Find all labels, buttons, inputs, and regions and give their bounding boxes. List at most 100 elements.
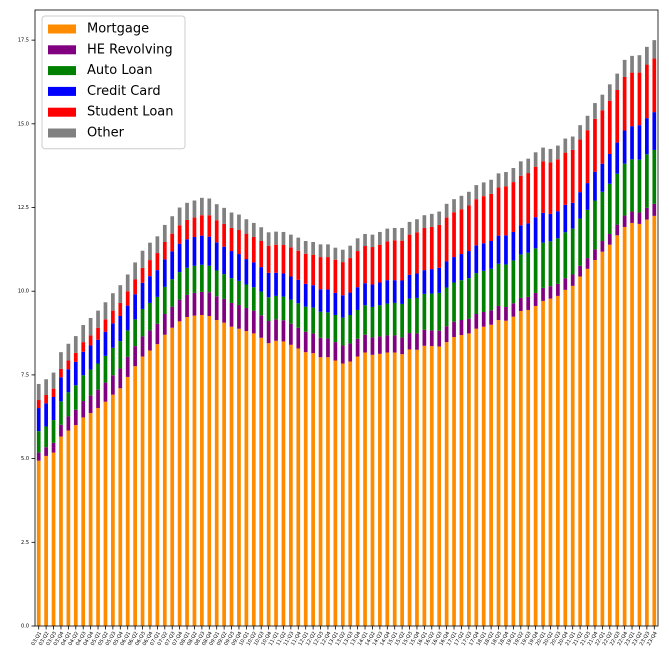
bar-segment <box>630 72 634 127</box>
bar-segment <box>318 337 323 358</box>
bar-segment <box>244 307 249 332</box>
bar-segment <box>170 233 175 252</box>
bar-segment <box>244 284 249 308</box>
bar-segment <box>170 306 175 328</box>
bar-segment <box>81 375 86 402</box>
bar-segment <box>59 424 63 437</box>
bar-segment <box>607 84 612 101</box>
bar-segment <box>96 363 100 390</box>
bar-segment <box>467 333 471 626</box>
bar-segment <box>111 293 115 311</box>
legend-box <box>41 15 186 150</box>
bar-segment <box>81 342 86 352</box>
bar-segment <box>36 460 41 626</box>
bar-segment <box>200 197 204 216</box>
bar-segment <box>578 218 582 266</box>
bar-segment <box>59 368 63 378</box>
bar-segment <box>222 246 226 275</box>
bar-segment <box>385 303 390 336</box>
bar-segment <box>326 257 330 290</box>
bar-segment <box>378 244 382 283</box>
bar-segment <box>326 338 330 358</box>
bar-segment <box>326 312 330 339</box>
bar-segment <box>296 303 301 328</box>
bar-segment <box>162 313 167 335</box>
bar-segment <box>541 212 545 243</box>
bar-segment <box>140 250 145 268</box>
bar-segment <box>429 330 434 347</box>
bar-segment <box>474 185 479 200</box>
bar-segment <box>622 226 627 626</box>
bar-segment <box>370 337 375 355</box>
bar-segment <box>548 286 553 299</box>
legend-swatch <box>48 86 76 96</box>
bar-segment <box>518 310 523 626</box>
bar-segment <box>593 200 597 250</box>
bar-segment <box>133 294 137 320</box>
bar-segment <box>355 238 360 252</box>
bar-segment <box>185 267 189 295</box>
bar-segment <box>214 296 219 321</box>
bar-segment <box>533 292 538 306</box>
bar-segment <box>207 265 212 293</box>
bar-segment <box>170 327 175 626</box>
bar-segment <box>244 219 249 234</box>
bar-segment <box>311 353 315 626</box>
bar-segment <box>237 229 241 255</box>
bar-segment <box>452 282 456 322</box>
bar-segment <box>214 270 219 297</box>
bar-segment <box>259 337 264 626</box>
bar-segment <box>311 333 315 354</box>
bar-segment <box>340 249 345 263</box>
bar-segment <box>652 112 657 150</box>
bar-segment <box>229 212 234 228</box>
bar-segment <box>266 321 271 344</box>
y-tick-label: 12.5 <box>18 205 29 211</box>
bar-segment <box>378 336 382 354</box>
bar-segment <box>622 130 627 164</box>
bar-segment <box>118 341 123 369</box>
bar-segment <box>66 360 71 370</box>
bar-segment <box>533 248 538 293</box>
legend-label: Mortgage <box>87 22 149 37</box>
bar-segment <box>73 336 78 353</box>
bar-segment <box>622 76 627 131</box>
bar-segment <box>511 316 516 626</box>
bar-segment <box>474 199 479 246</box>
bar-segment <box>392 335 397 353</box>
bar-segment <box>281 320 286 342</box>
bar-segment <box>289 276 293 300</box>
bar-segment <box>652 40 657 59</box>
bar-segment <box>118 315 123 342</box>
bar-segment <box>118 285 123 303</box>
bar-segment <box>363 305 367 335</box>
bar-segment <box>392 227 397 241</box>
bar-segment <box>207 236 212 266</box>
bar-segment <box>541 161 545 213</box>
bar-segment <box>222 298 226 323</box>
bar-segment <box>96 327 100 340</box>
bar-segment <box>51 420 56 443</box>
bar-segment <box>103 319 108 332</box>
bar-segment <box>118 388 123 626</box>
bar-segment <box>162 286 167 314</box>
bar-segment <box>66 343 71 361</box>
bar-segment <box>177 243 182 273</box>
bar-segment <box>244 233 249 260</box>
bar-segment <box>251 222 256 237</box>
bar-segment <box>489 179 493 194</box>
bar-segment <box>518 254 523 298</box>
bar-segment <box>229 227 234 252</box>
bar-segment <box>585 115 590 131</box>
bar-segment <box>125 356 130 377</box>
bar-segment <box>578 265 582 277</box>
bar-segment <box>340 363 345 626</box>
bar-segment <box>459 320 464 336</box>
bar-segment <box>533 166 538 218</box>
bar-segment <box>51 372 56 389</box>
bar-segment <box>518 225 523 255</box>
bar-segment <box>407 234 412 275</box>
bar-segment <box>370 354 375 626</box>
bar-segment <box>474 313 479 329</box>
bar-segment <box>251 333 256 626</box>
